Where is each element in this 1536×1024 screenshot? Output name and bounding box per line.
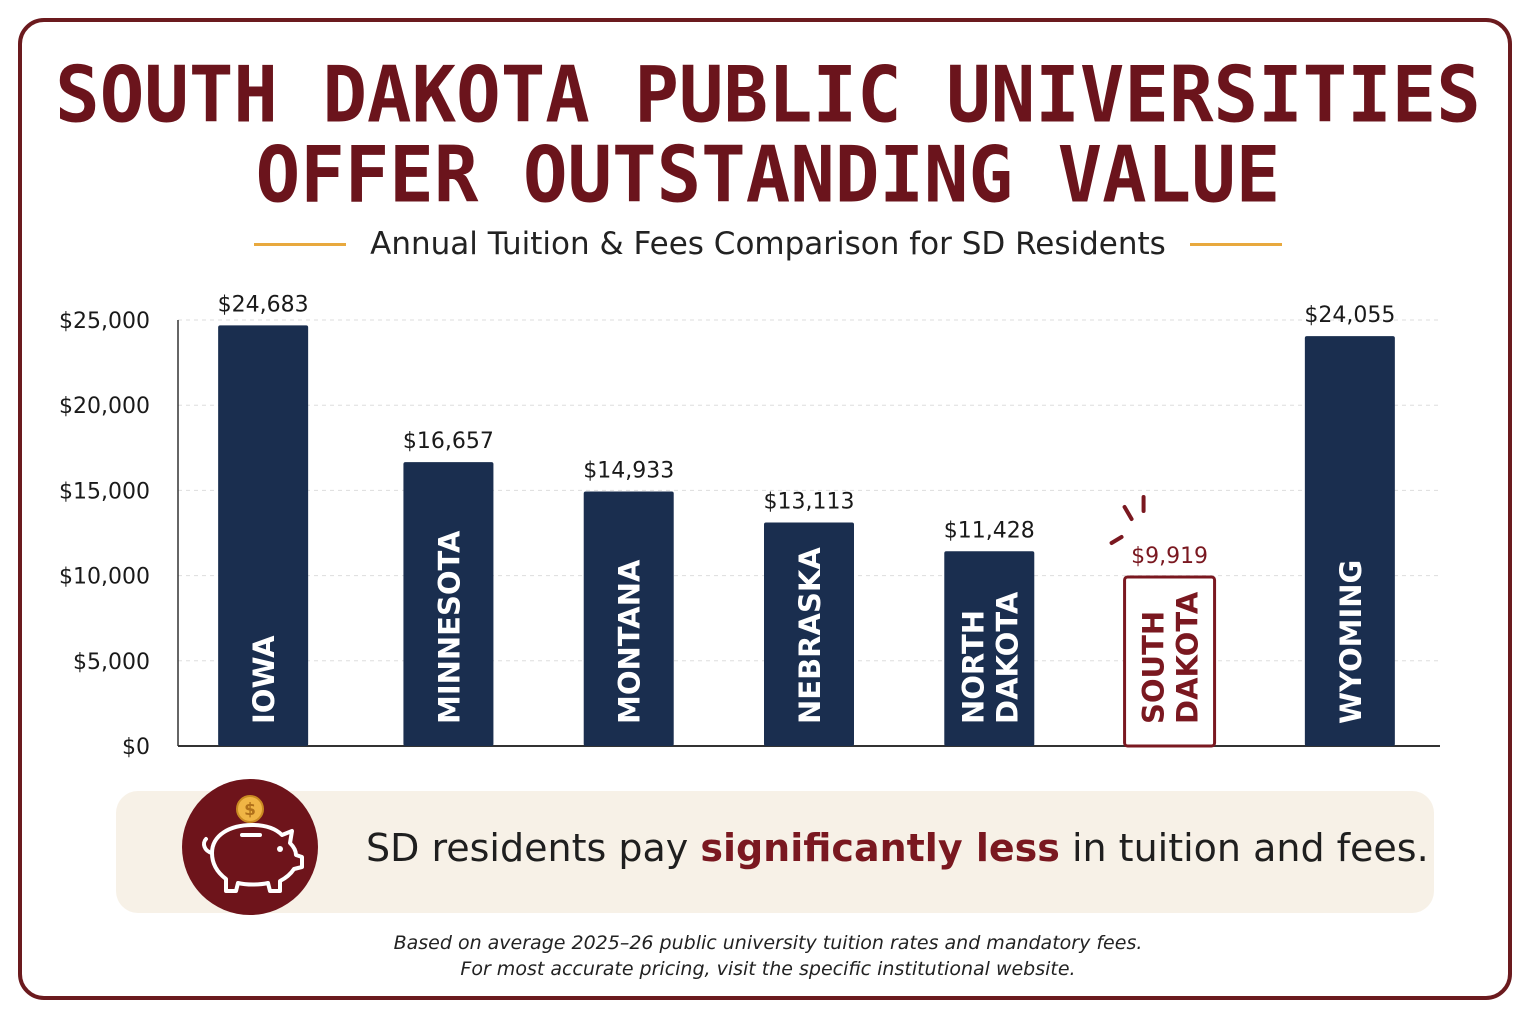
y-tick-label: $15,000 (59, 479, 150, 504)
footnote-line2: For most accurate pricing, visit the spe… (460, 958, 1076, 980)
category-label: DAKOTA (990, 591, 1024, 724)
piggy-bank-icon: $ (182, 779, 318, 915)
category-label: NORTH (956, 610, 990, 724)
category-label: DAKOTA (1171, 591, 1205, 724)
summary-text-highlight: significantly less (700, 826, 1060, 870)
bar-chart: $0 $5,000 $10,000 $15,000 $20,000 $25,000 $24,… (59, 292, 1440, 760)
category-label: WYOMING (1334, 560, 1368, 724)
y-tick-label: $10,000 (59, 565, 150, 590)
category-label: SOUTH (1137, 611, 1171, 724)
emphasis-mark (1109, 534, 1124, 545)
summary-text-start: SD residents pay (366, 826, 701, 870)
category-label: NEBRASKA (793, 547, 827, 724)
category-label: MONTANA (613, 559, 647, 724)
data-label: $11,428 (944, 518, 1035, 543)
data-label: $24,683 (218, 292, 309, 317)
bar (764, 522, 854, 746)
category-label: IOWA (247, 635, 281, 724)
bar (403, 462, 494, 746)
summary-text-end: in tuition and fees. (1059, 826, 1429, 870)
bar (583, 491, 674, 746)
bar (944, 551, 1035, 746)
summary-banner (116, 791, 1434, 913)
bar (1304, 336, 1395, 746)
bar (218, 325, 309, 746)
subtitle-rule-left (254, 242, 347, 246)
y-tick-label: $25,000 (59, 309, 150, 334)
data-label: $16,657 (403, 429, 494, 454)
y-tick-label: $0 (122, 735, 150, 760)
svg-text:$: $ (244, 800, 256, 820)
category-label: MINNESOTA (432, 530, 466, 724)
data-label: $24,055 (1304, 303, 1395, 328)
chart-subtitle: Annual Tuition & Fees Comparison for SD … (370, 226, 1166, 262)
data-label: $13,113 (764, 490, 855, 515)
bar-highlight (1123, 575, 1217, 748)
subtitle-row: Annual Tuition & Fees Comparison for SD … (0, 224, 1536, 264)
footnote-line1: Based on average 2025–26 public universi… (393, 932, 1143, 954)
page-title-line2: OFFER OUTSTANDING VALUE (255, 129, 1281, 221)
page-title-line1: SOUTH DAKOTA PUBLIC UNIVERSITIES (55, 49, 1481, 141)
subtitle-rule-right (1189, 242, 1282, 246)
emphasis-mark (1122, 504, 1134, 521)
summary-text: SD residents pay significantly less in t… (366, 826, 1429, 870)
y-tick-label: $20,000 (59, 394, 150, 419)
data-label: $9,919 (1131, 544, 1208, 569)
data-label: $14,933 (583, 459, 674, 484)
y-tick-label: $5,000 (73, 650, 150, 675)
